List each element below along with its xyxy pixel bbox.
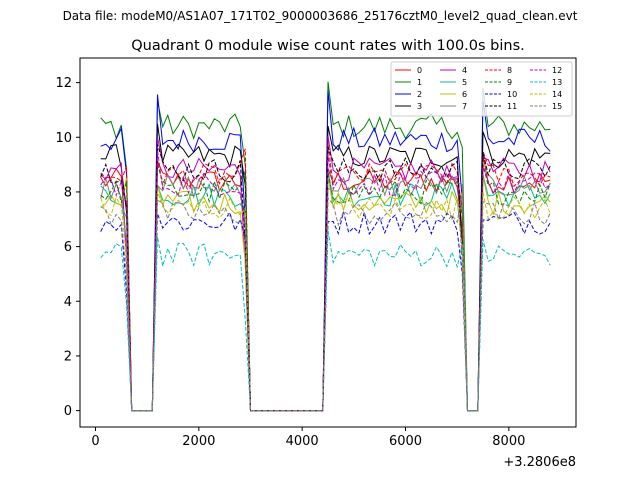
y-tick-label: 10 xyxy=(55,131,72,146)
x-tick-label: 2000 xyxy=(182,434,215,449)
x-tick-label: 4000 xyxy=(286,434,319,449)
y-tick-label: 0 xyxy=(64,404,72,419)
x-tick-label: 8000 xyxy=(492,434,525,449)
legend-label-7: 7 xyxy=(462,102,467,111)
axes-frame xyxy=(79,57,577,428)
legend-label-5: 5 xyxy=(462,78,467,87)
legend-label-8: 8 xyxy=(507,66,512,75)
x-tick-label: 6000 xyxy=(389,434,422,449)
series-line-12 xyxy=(100,150,551,412)
legend-label-0: 0 xyxy=(417,66,422,75)
legend-label-6: 6 xyxy=(462,90,467,99)
legend-label-4: 4 xyxy=(462,66,467,75)
series-line-15 xyxy=(100,191,551,412)
y-tick-label: 6 xyxy=(64,240,72,255)
legend-label-11: 11 xyxy=(507,102,517,111)
y-tick-label: 4 xyxy=(64,295,72,310)
legend-label-12: 12 xyxy=(552,66,562,75)
legend-label-13: 13 xyxy=(552,78,562,87)
legend-label-15: 15 xyxy=(552,102,562,111)
legend-label-10: 10 xyxy=(507,90,517,99)
legend-box xyxy=(390,61,573,117)
y-tick-label: 12 xyxy=(55,76,72,91)
chart-title: Quadrant 0 module wise count rates with … xyxy=(131,38,525,54)
legend-label-3: 3 xyxy=(417,102,422,111)
legend-label-1: 1 xyxy=(417,78,422,87)
x-tick-label: 0 xyxy=(91,434,99,449)
y-tick-label: 8 xyxy=(64,185,72,200)
x-offset-label: +3.2806e8 xyxy=(503,455,576,470)
legend-label-14: 14 xyxy=(552,90,562,99)
legend-label-2: 2 xyxy=(417,90,422,99)
legend-label-9: 9 xyxy=(507,78,512,87)
chart-supertitle: Data file: modeM0/AS1A07_171T02_90000036… xyxy=(63,9,578,23)
y-tick-label: 2 xyxy=(64,349,72,364)
plot-area xyxy=(100,81,551,412)
